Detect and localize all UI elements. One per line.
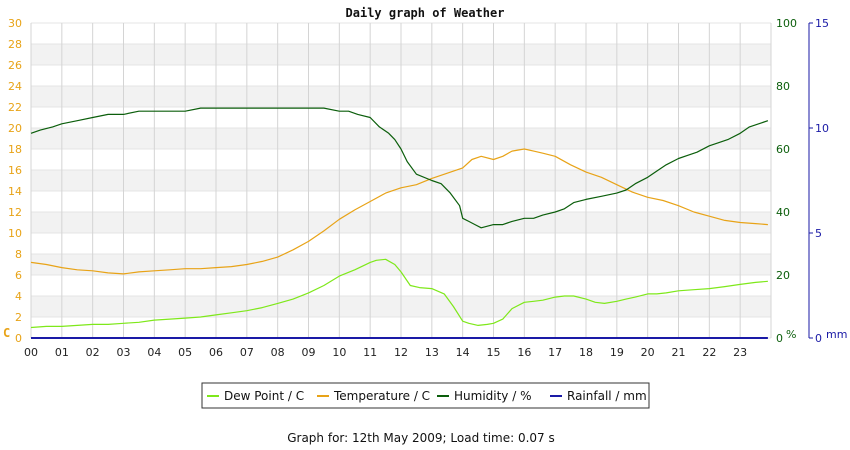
axes xyxy=(808,22,813,339)
footer-text: Graph for: 12th May 2009; Load time: 0.0… xyxy=(287,431,555,445)
left-tick-label: 8 xyxy=(15,248,22,261)
left-tick-label: 0 xyxy=(15,332,22,345)
left-tick-label: 20 xyxy=(8,122,22,135)
left-tick-label: 14 xyxy=(8,185,22,198)
x-tick-label: 09 xyxy=(302,346,316,359)
x-tick-label: 04 xyxy=(147,346,161,359)
x-tick-label: 07 xyxy=(240,346,254,359)
right1-tick-label: 60 xyxy=(776,143,790,156)
x-tick-label: 01 xyxy=(55,346,69,359)
left-tick-label: 30 xyxy=(8,17,22,30)
left-tick-label: 18 xyxy=(8,143,22,156)
right-axis-1-unit: % xyxy=(786,328,796,341)
left-tick-label: 24 xyxy=(8,80,22,93)
x-tick-label: 13 xyxy=(425,346,439,359)
x-tick-label: 10 xyxy=(332,346,346,359)
series-lines xyxy=(30,107,769,339)
x-tick-label: 02 xyxy=(86,346,100,359)
x-tick-label: 18 xyxy=(579,346,593,359)
legend-label: Dew Point / C xyxy=(224,389,304,403)
left-tick-label: 6 xyxy=(15,269,22,282)
x-tick-label: 08 xyxy=(271,346,285,359)
x-tick-label: 20 xyxy=(641,346,655,359)
tick-labels: 00 01 02 03 04 05 06 07 08 09 10 11 12 13 14 15 16 17 18 19… xyxy=(8,17,829,359)
legend-label: Rainfall / mm xyxy=(567,389,647,403)
left-tick-label: 12 xyxy=(8,206,22,219)
x-tick-label: 00 xyxy=(24,346,38,359)
right2-tick-label: 0 xyxy=(815,332,822,345)
left-tick-label: 10 xyxy=(8,227,22,240)
right1-tick-label: 40 xyxy=(776,206,790,219)
series-line-temperature xyxy=(30,148,768,275)
series-line-humidity xyxy=(30,107,769,229)
x-tick-label: 23 xyxy=(733,346,747,359)
legend-label: Temperature / C xyxy=(333,389,430,403)
chart-title: Daily graph of Weather xyxy=(346,6,505,20)
right1-tick-label: 100 xyxy=(776,17,797,30)
right1-tick-label: 80 xyxy=(776,80,790,93)
x-tick-label: 06 xyxy=(209,346,223,359)
left-axis-unit: C xyxy=(3,326,10,340)
legend-label: Humidity / % xyxy=(454,389,531,403)
x-tick-label: 12 xyxy=(394,346,408,359)
x-tick-label: 11 xyxy=(363,346,377,359)
series-line-dew xyxy=(30,258,768,329)
left-tick-label: 28 xyxy=(8,38,22,51)
right-axis-2-unit: mm xyxy=(826,328,847,341)
right1-tick-label: 0 xyxy=(776,332,783,345)
x-tick-label: 22 xyxy=(702,346,716,359)
x-tick-label: 21 xyxy=(672,346,686,359)
x-tick-label: 17 xyxy=(548,346,562,359)
left-tick-label: 2 xyxy=(15,311,22,324)
right1-tick-label: 20 xyxy=(776,269,790,282)
x-tick-label: 15 xyxy=(487,346,501,359)
left-tick-label: 26 xyxy=(8,59,22,72)
x-tick-label: 14 xyxy=(456,346,470,359)
right2-tick-label: 5 xyxy=(815,227,822,240)
left-tick-label: 22 xyxy=(8,101,22,114)
right2-tick-label: 15 xyxy=(815,17,829,30)
right2-tick-label: 10 xyxy=(815,122,829,135)
x-tick-label: 16 xyxy=(517,346,531,359)
x-tick-label: 03 xyxy=(117,346,131,359)
legend: Dew Point / C Temperature / C Humidity / %… xyxy=(201,382,650,409)
x-tick-label: 05 xyxy=(178,346,192,359)
x-tick-label: 19 xyxy=(610,346,624,359)
left-tick-label: 4 xyxy=(15,290,22,303)
left-tick-label: 16 xyxy=(8,164,22,177)
